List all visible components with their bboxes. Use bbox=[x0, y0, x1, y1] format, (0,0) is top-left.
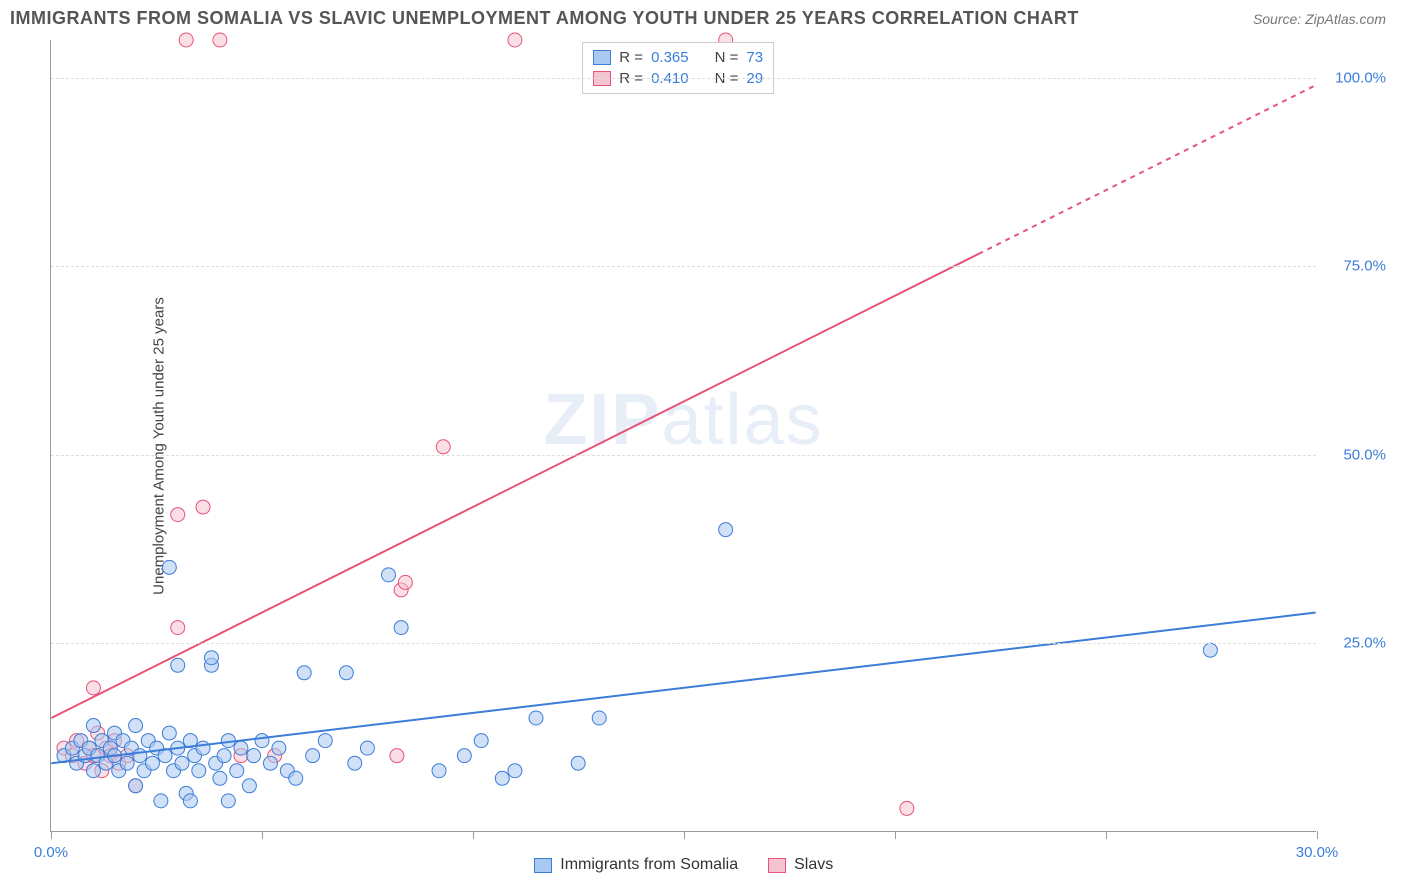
source-attribution: Source: ZipAtlas.com bbox=[1253, 11, 1386, 27]
data-point bbox=[318, 734, 332, 748]
data-point bbox=[196, 741, 210, 755]
data-point bbox=[306, 749, 320, 763]
data-point bbox=[162, 560, 176, 574]
data-point bbox=[242, 779, 256, 793]
data-point bbox=[457, 749, 471, 763]
data-point bbox=[221, 794, 235, 808]
data-point bbox=[508, 764, 522, 778]
data-point bbox=[508, 33, 522, 47]
data-point bbox=[272, 741, 286, 755]
data-point bbox=[1203, 643, 1217, 657]
r-value: 0.365 bbox=[651, 49, 689, 66]
x-tick-label: 0.0% bbox=[34, 844, 68, 861]
data-point bbox=[348, 756, 362, 770]
data-point bbox=[592, 711, 606, 725]
data-point bbox=[297, 666, 311, 680]
legend-swatch bbox=[768, 858, 786, 873]
y-tick-label: 100.0% bbox=[1335, 69, 1386, 86]
chart-title: IMMIGRANTS FROM SOMALIA VS SLAVIC UNEMPL… bbox=[10, 8, 1079, 29]
data-point bbox=[213, 33, 227, 47]
trend-line bbox=[51, 613, 1315, 764]
data-point bbox=[495, 771, 509, 785]
data-point bbox=[162, 726, 176, 740]
gridline bbox=[51, 266, 1316, 267]
series-legend: Immigrants from Somalia Slavs bbox=[534, 856, 833, 874]
gridline bbox=[51, 643, 1316, 644]
correlation-legend: R =0.365N =73R =0.410N =29 bbox=[582, 42, 774, 94]
trend-line-dashed bbox=[979, 85, 1316, 254]
data-point bbox=[247, 749, 261, 763]
data-point bbox=[263, 756, 277, 770]
data-point bbox=[129, 719, 143, 733]
data-point bbox=[719, 523, 733, 537]
data-point bbox=[529, 711, 543, 725]
data-point bbox=[154, 794, 168, 808]
data-point bbox=[381, 568, 395, 582]
data-point bbox=[339, 666, 353, 680]
data-point bbox=[234, 741, 248, 755]
data-point bbox=[900, 801, 914, 815]
data-point bbox=[86, 764, 100, 778]
legend-swatch bbox=[593, 50, 611, 65]
data-point bbox=[129, 779, 143, 793]
gridline bbox=[51, 455, 1316, 456]
data-point bbox=[179, 33, 193, 47]
data-point bbox=[133, 749, 147, 763]
data-point bbox=[217, 749, 231, 763]
r-label: R = bbox=[619, 49, 643, 66]
data-point bbox=[436, 440, 450, 454]
x-tick bbox=[684, 831, 685, 839]
data-point bbox=[175, 756, 189, 770]
data-point bbox=[289, 771, 303, 785]
data-point bbox=[474, 734, 488, 748]
x-tick bbox=[51, 831, 52, 839]
data-point bbox=[196, 500, 210, 514]
data-point bbox=[171, 621, 185, 635]
y-tick-label: 75.0% bbox=[1343, 258, 1386, 275]
x-tick-label: 30.0% bbox=[1296, 844, 1339, 861]
data-point bbox=[398, 575, 412, 589]
data-point bbox=[255, 734, 269, 748]
trend-line bbox=[51, 254, 978, 718]
data-point bbox=[171, 508, 185, 522]
legend-swatch bbox=[534, 858, 552, 873]
y-tick-label: 50.0% bbox=[1343, 446, 1386, 463]
x-tick bbox=[473, 831, 474, 839]
y-tick-label: 25.0% bbox=[1343, 635, 1386, 652]
legend-item: Slavs bbox=[768, 856, 833, 874]
gridline bbox=[51, 78, 1316, 79]
data-point bbox=[394, 621, 408, 635]
data-point bbox=[183, 794, 197, 808]
x-tick bbox=[262, 831, 263, 839]
data-point bbox=[204, 651, 218, 665]
data-point bbox=[230, 764, 244, 778]
x-tick bbox=[1106, 831, 1107, 839]
legend-row: R = 0.365 N = 73 bbox=[593, 47, 763, 68]
legend-item: Immigrants from Somalia bbox=[534, 856, 738, 874]
data-point bbox=[86, 681, 100, 695]
data-point bbox=[213, 771, 227, 785]
n-value: 73 bbox=[746, 49, 763, 66]
data-point bbox=[145, 756, 159, 770]
legend-label: Immigrants from Somalia bbox=[560, 856, 738, 874]
plot-svg bbox=[51, 40, 1316, 831]
scatter-chart: ZIPatlas R =0.365N =73R =0.410N =29 25.0… bbox=[50, 40, 1316, 832]
x-tick bbox=[1317, 831, 1318, 839]
x-tick bbox=[895, 831, 896, 839]
legend-label: Slavs bbox=[794, 856, 833, 874]
data-point bbox=[360, 741, 374, 755]
data-point bbox=[192, 764, 206, 778]
data-point bbox=[86, 719, 100, 733]
data-point bbox=[571, 756, 585, 770]
data-point bbox=[171, 658, 185, 672]
data-point bbox=[432, 764, 446, 778]
data-point bbox=[120, 756, 134, 770]
data-point bbox=[390, 749, 404, 763]
n-label: N = bbox=[715, 49, 739, 66]
